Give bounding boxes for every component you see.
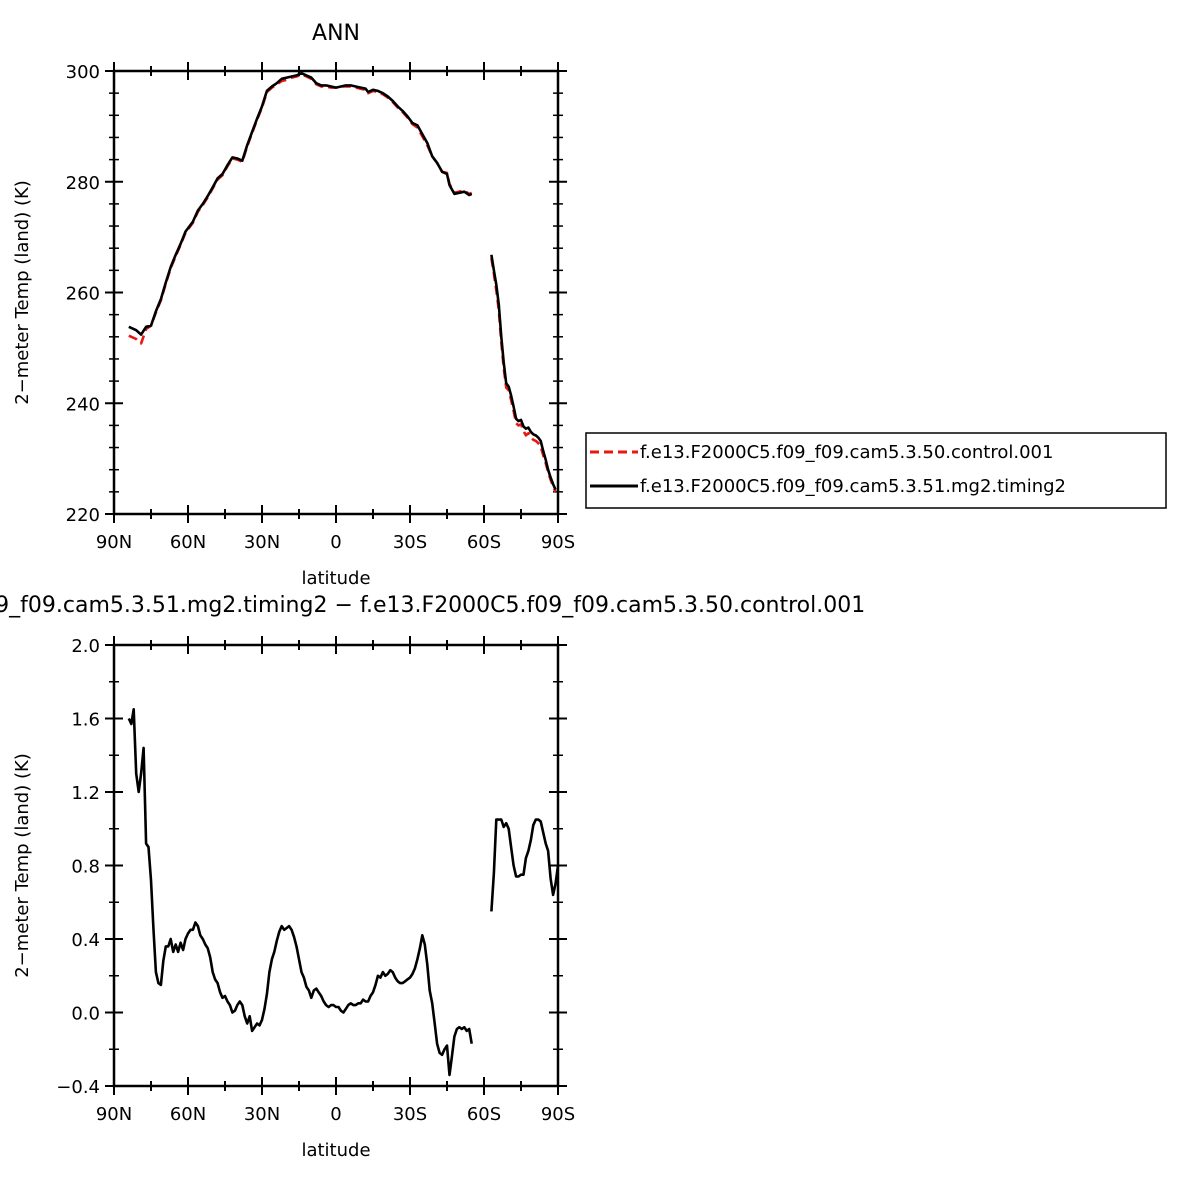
legend-box <box>585 432 1167 509</box>
bottom-series-line-0 <box>490 818 560 912</box>
top-series-line-1 <box>128 71 473 336</box>
bottom-y-tick-label: 0.0 <box>71 1004 100 1025</box>
bottom-x-tick-label: 90S <box>541 1104 575 1125</box>
bottom-x-tick-label: 0 <box>330 1104 341 1125</box>
top-x-tick-label: 90N <box>96 532 132 553</box>
bottom-y-tick-label: −0.4 <box>56 1077 100 1098</box>
bottom-y-tick-label: 1.2 <box>71 783 100 804</box>
bottom-x-tick-label: 30S <box>393 1104 427 1125</box>
top-chart-y-axis-label: 2−meter Temp (land) (K) <box>12 180 33 405</box>
bottom-y-tick-label: 0.8 <box>71 857 100 878</box>
top-chart-plot-frame <box>112 69 560 516</box>
top-series-line-0 <box>128 73 473 345</box>
bottom-chart-ticks <box>105 636 567 1095</box>
top-y-tick-label: 260 <box>66 284 100 305</box>
top-x-tick-label: 60N <box>170 532 206 553</box>
bottom-x-tick-label: 90N <box>96 1104 132 1125</box>
bottom-x-tick-label: 30N <box>244 1104 280 1125</box>
top-chart-tick-labels: 90N 60N 30N 0 30S 60S 90S 220 240 260 280 300 <box>66 62 576 553</box>
legend-label-timing2: f.e13.F2000C5.f09_f09.cam5.3.51.mg2.timi… <box>640 476 1066 497</box>
top-chart-series <box>128 71 557 493</box>
bottom-panel: f.e13.F2000C5.f09_f09.cam5.3.51.mg2.timi… <box>0 593 865 1161</box>
top-chart-x-axis-label: latitude <box>301 568 370 589</box>
top-y-tick-label: 300 <box>66 62 100 83</box>
bottom-chart-title: f.e13.F2000C5.f09_f09.cam5.3.51.mg2.timi… <box>0 593 865 618</box>
bottom-y-tick-label: 2.0 <box>71 636 100 657</box>
top-x-tick-label: 90S <box>541 532 575 553</box>
top-chart-title: ANN <box>312 21 360 46</box>
legend-label-control: f.e13.F2000C5.f09_f09.cam5.3.50.control.… <box>640 442 1053 463</box>
top-panel: ANN 90N 60N 30N 0 30S 60S 90S 220 240 260 280 300 l… <box>12 21 575 589</box>
bottom-chart-y-axis-label: 2−meter Temp (land) (K) <box>12 753 33 978</box>
top-y-tick-label: 280 <box>66 173 100 194</box>
top-x-tick-label: 60S <box>467 532 501 553</box>
bottom-chart-x-axis-label: latitude <box>301 1140 370 1161</box>
top-y-tick-label: 240 <box>66 394 100 415</box>
top-x-tick-label: 30S <box>393 532 427 553</box>
bottom-chart-series <box>127 708 560 1077</box>
bottom-chart-tick-labels: 90N 60N 30N 0 30S 60S 90S −0.4 0.0 0.4 0.8 1.2 1.6 2.… <box>56 636 575 1125</box>
bottom-y-tick-label: 0.4 <box>71 930 100 951</box>
bottom-x-tick-label: 60S <box>467 1104 501 1125</box>
top-series-line-1 <box>490 254 557 491</box>
bottom-y-tick-label: 1.6 <box>71 710 100 731</box>
top-x-tick-label: 30N <box>244 532 280 553</box>
top-y-tick-label: 220 <box>66 505 100 526</box>
bottom-chart-plot-frame <box>112 643 560 1088</box>
top-chart-legend: f.e13.F2000C5.f09_f09.cam5.3.50.control.… <box>585 432 1167 509</box>
bottom-series-line-0 <box>127 708 473 1077</box>
top-x-tick-label: 0 <box>330 532 341 553</box>
bottom-x-tick-label: 60N <box>170 1104 206 1125</box>
